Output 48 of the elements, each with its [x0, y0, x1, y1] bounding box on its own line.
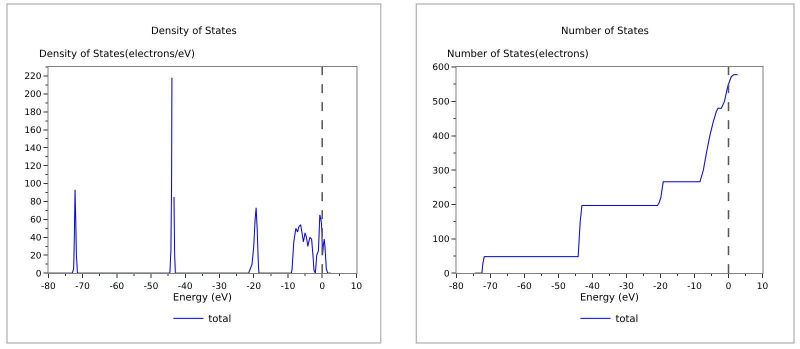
y-axis-title: Number of States(electrons)	[447, 49, 589, 60]
y-tick-label: 0	[444, 269, 450, 280]
x-tick-label: -70	[483, 282, 498, 292]
x-tick-label: -20	[246, 282, 262, 292]
legend-label: total	[615, 314, 638, 326]
y-tick-label: 60	[30, 216, 42, 226]
y-tick-label: 600	[432, 63, 450, 74]
y-tick-label: 100	[432, 234, 450, 245]
x-tick-label: 0	[726, 282, 732, 292]
x-axis-title: Energy (eV)	[172, 292, 232, 304]
y-tick-label: 300	[432, 166, 450, 176]
x-axis-title: Energy (eV)	[580, 292, 640, 304]
y-tick-label: 220	[24, 72, 42, 82]
x-tick-label: -10	[687, 282, 702, 292]
y-tick-label: 180	[24, 108, 42, 118]
y-tick-label: 400	[432, 132, 450, 142]
y-tick-label: 200	[24, 90, 42, 100]
y-tick-label: 500	[432, 98, 450, 108]
y-tick-label: 20	[30, 251, 42, 262]
y-tick-label: 140	[24, 144, 42, 154]
y-tick-label: 200	[432, 200, 450, 211]
y-tick-label: 0	[36, 269, 42, 280]
line-series	[474, 74, 738, 274]
x-tick-label: 0	[319, 282, 326, 292]
y-tick-label: 40	[30, 233, 42, 244]
chart-title: Density of States	[151, 26, 237, 37]
y-tick-label: 160	[24, 126, 42, 136]
x-tick-label: -80	[40, 282, 56, 292]
x-tick-label: -30	[619, 282, 634, 292]
x-tick-label: -50	[144, 282, 159, 292]
x-tick-label: -60	[517, 282, 532, 292]
x-tick-label: -20	[653, 282, 668, 292]
x-tick-label: 10	[350, 282, 362, 292]
y-axis-title: Density of States(electrons/eV)	[39, 49, 196, 60]
y-tick-label: 120	[24, 162, 42, 172]
x-tick-label: -10	[280, 282, 296, 292]
x-tick-label: -40	[178, 282, 193, 292]
chart-title: Number of States	[561, 26, 649, 37]
x-tick-label: -50	[551, 282, 566, 292]
x-tick-label: -40	[585, 282, 600, 292]
y-tick-label: 100	[24, 180, 42, 190]
x-tick-label: -30	[212, 282, 228, 292]
x-tick-label: -60	[109, 282, 124, 292]
x-tick-label: -70	[75, 282, 90, 292]
x-tick-label: 10	[756, 282, 769, 292]
x-tick-label: -80	[449, 282, 464, 292]
legend-label: total	[208, 314, 232, 326]
y-tick-label: 80	[30, 198, 42, 208]
